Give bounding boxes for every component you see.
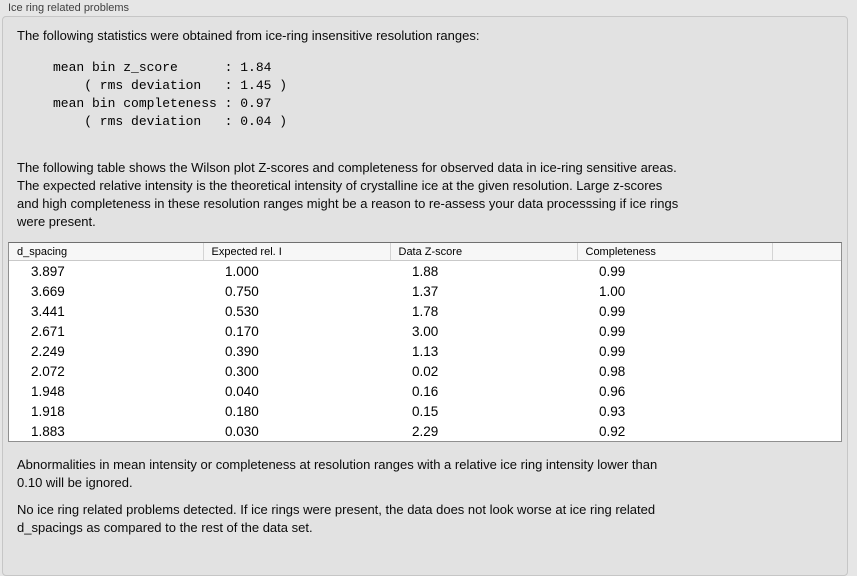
table-row[interactable]: 3.441 0.530 1.78 0.99	[9, 301, 841, 321]
table-cell	[772, 341, 841, 361]
table-cell: 0.180	[225, 403, 259, 419]
table-cell: 0.99	[599, 263, 626, 279]
table-cell: 1.00	[599, 283, 626, 299]
table-row[interactable]: 1.918 0.180 0.15 0.93	[9, 401, 841, 421]
table-cell	[772, 401, 841, 421]
ice-ring-data-table: d_spacing Expected rel. I Data Z-score Comp…	[9, 243, 841, 441]
stats-block: mean bin z_score : 1.84 ( rms deviation …	[53, 60, 288, 129]
table-cell: 3.897	[31, 263, 65, 279]
table-cell: 0.98	[599, 363, 626, 379]
table-cell: 0.15	[412, 403, 439, 419]
table-cell: 0.02	[412, 363, 439, 379]
table-cell: 1.78	[412, 303, 439, 319]
table-cell: 2.072	[31, 363, 65, 379]
table-cell: 1.13	[412, 343, 439, 359]
conclusion-text: No ice ring related problems detected. I…	[17, 502, 656, 535]
table-cell: 3.669	[31, 283, 65, 299]
table-row[interactable]: 3.897 1.000 1.88 0.99	[9, 261, 841, 282]
table-cell: 0.99	[599, 303, 626, 319]
table-cell: 2.29	[412, 423, 439, 439]
table-cell: 0.99	[599, 343, 626, 359]
panel-title: Ice ring related problems	[8, 2, 130, 14]
intro-text: The following statistics were obtained f…	[17, 28, 480, 43]
table-cell	[772, 381, 841, 401]
table-cell: 0.390	[225, 343, 259, 359]
table-cell: 0.99	[599, 323, 626, 339]
table-header-cell: Expected rel. I	[203, 243, 391, 261]
table-row[interactable]: 2.072 0.300 0.02 0.98	[9, 361, 841, 381]
table-cell: 3.00	[412, 323, 439, 339]
table-cell: 1.88	[412, 263, 439, 279]
table-cell: 1.37	[412, 283, 439, 299]
table-cell: 1.000	[225, 263, 259, 279]
table-row[interactable]: 2.671 0.170 3.00 0.99	[9, 321, 841, 341]
table-header-cell: Data Z-score	[390, 243, 578, 261]
table-cell: 1.883	[31, 423, 65, 439]
ice-ring-table: d_spacing Expected rel. I Data Z-score Comp…	[8, 242, 842, 442]
ice-ring-groupbox: The following statistics were obtained f…	[2, 16, 848, 576]
table-description: The following table shows the Wilson plo…	[17, 160, 679, 229]
ignore-note: Abnormalities in mean intensity or compl…	[17, 457, 658, 490]
table-cell: 0.96	[599, 383, 626, 399]
table-cell: 0.93	[599, 403, 626, 419]
table-cell: 3.441	[31, 303, 65, 319]
table-cell: 0.030	[225, 423, 259, 439]
table-header-cell	[772, 243, 841, 261]
table-cell	[772, 301, 841, 321]
table-cell: 2.249	[31, 343, 65, 359]
table-cell: 0.530	[225, 303, 259, 319]
table-cell: 0.170	[225, 323, 259, 339]
table-cell: 0.16	[412, 383, 439, 399]
table-cell: 0.750	[225, 283, 259, 299]
table-cell	[772, 261, 841, 282]
table-row[interactable]: 1.948 0.040 0.16 0.96	[9, 381, 841, 401]
table-cell	[772, 421, 841, 441]
table-header-cell: Completeness	[577, 243, 773, 261]
table-header-cell: d_spacing	[9, 243, 204, 261]
table-cell: 0.300	[225, 363, 259, 379]
table-cell: 0.040	[225, 383, 259, 399]
table-cell	[772, 321, 841, 341]
table-row[interactable]: 2.249 0.390 1.13 0.99	[9, 341, 841, 361]
table-header-row: d_spacing Expected rel. I Data Z-score Comp…	[9, 243, 841, 261]
table-cell: 1.948	[31, 383, 65, 399]
table-row[interactable]: 3.669 0.750 1.37 1.00	[9, 281, 841, 301]
table-cell: 1.918	[31, 403, 65, 419]
table-body: 3.897 1.000 1.88 0.99 3.669 0.750 1.37 1.00 3.44…	[9, 261, 841, 442]
table-cell: 2.671	[31, 323, 65, 339]
table-cell	[772, 281, 841, 301]
table-row[interactable]: 1.883 0.030 2.29 0.92	[9, 421, 841, 441]
table-cell: 0.92	[599, 423, 626, 439]
table-cell	[772, 361, 841, 381]
